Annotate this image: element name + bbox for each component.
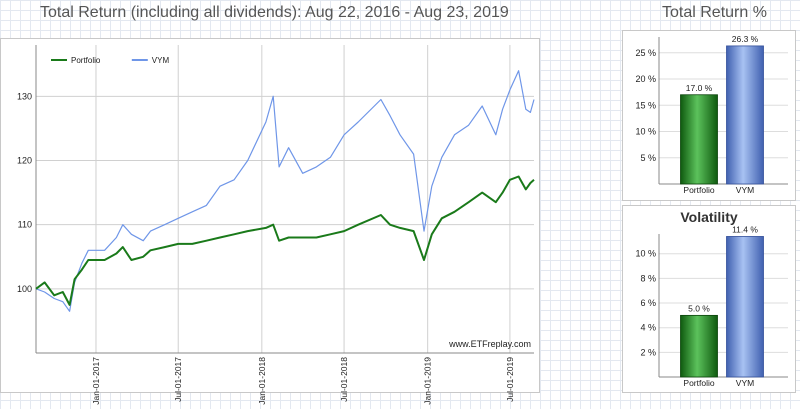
volatility-panel: Volatility 2 % 4 % 6 % 8 % 10 % 5.0 % Portfolio… — [622, 205, 796, 393]
x-tick-label: Jul-01-2019 — [505, 357, 515, 402]
x-tick-label: Jul-01-2018 — [339, 357, 349, 402]
bar-y-tick-label: 8 % — [640, 273, 656, 283]
line-chart-panel: 100 110 120 130 Jan-01-2017 Jul-01-2017 Jan-01… — [0, 38, 540, 405]
total-return-panel: 5 % 10 % 15 % 20 % 25 % 17.0 % Portfolio 26.3 %… — [622, 30, 796, 201]
bar-y-tick-label: 15 % — [635, 100, 656, 110]
bar-category-label: VYM — [736, 185, 754, 195]
bar-y-tick-label: 4 % — [640, 323, 656, 333]
bar-y-tick-label: 10 % — [635, 127, 656, 137]
bar-category-label: Portfolio — [683, 185, 714, 195]
volatility-bar-chart: Volatility 2 % 4 % 6 % 8 % 10 % 5.0 % Portfolio… — [635, 209, 788, 388]
volatility-title: Volatility — [680, 209, 738, 225]
bar-category-label: Portfolio — [683, 378, 714, 388]
y-tick-label: 120 — [17, 156, 32, 166]
series-line-portfolio — [35, 175, 535, 306]
watermark: www.ETFreplay.com — [448, 339, 531, 349]
bar-value-label: 17.0 % — [686, 83, 713, 93]
bar-value-label: 5.0 % — [688, 303, 710, 313]
y-tick-label: 100 — [17, 284, 32, 294]
bar-portfolio — [680, 94, 718, 185]
bar-y-tick-label: 10 % — [635, 249, 656, 259]
total-return-title: Total Return % — [662, 4, 767, 21]
bar-vym — [726, 45, 764, 185]
bar-vym — [726, 236, 764, 378]
x-tick-label: Jul-01-2017 — [173, 357, 183, 402]
bar-y-tick-label: 25 % — [635, 48, 656, 58]
bar-y-tick-label: 2 % — [640, 347, 656, 357]
bar-portfolio — [680, 314, 718, 378]
series-line-vym — [35, 70, 535, 312]
line-chart: 100 110 120 130 Jan-01-2017 Jul-01-2017 Jan-01… — [17, 45, 535, 405]
bar-y-tick-label: 20 % — [635, 74, 656, 84]
bar-value-label: 11.4 % — [732, 224, 758, 234]
bar-y-tick-label: 6 % — [640, 298, 656, 308]
bar-value-label: 26.3 % — [732, 34, 759, 44]
x-tick-label: Jan-01-2018 — [257, 357, 267, 405]
x-tick-label: Jan-01-2017 — [91, 357, 101, 405]
legend-label: VYM — [152, 56, 170, 65]
bar-category-label: VYM — [736, 378, 754, 388]
y-tick-label: 130 — [17, 91, 32, 101]
legend-label: Portfolio — [71, 56, 101, 65]
bar-y-tick-label: 5 % — [640, 153, 656, 163]
total-return-bar-chart: 5 % 10 % 15 % 20 % 25 % 17.0 % Portfolio 26.3 %… — [635, 34, 788, 195]
y-tick-label: 110 — [18, 220, 32, 230]
x-tick-label: Jan-01-2019 — [423, 357, 433, 405]
main-chart-title: Total Return (including all dividends): … — [40, 4, 509, 21]
